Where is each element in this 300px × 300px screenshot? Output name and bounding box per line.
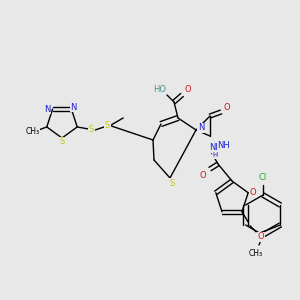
Text: Cl: Cl [259,173,267,182]
Text: S: S [88,125,94,134]
Text: S: S [59,137,64,146]
Text: S: S [169,178,175,188]
Text: O: O [185,85,191,94]
Text: HO: HO [154,85,166,94]
Text: NH: NH [208,143,221,152]
Text: NH: NH [218,140,230,149]
Text: CH₃: CH₃ [249,250,263,259]
Text: N: N [70,103,76,112]
Text: N: N [44,105,51,114]
Text: O: O [258,232,264,241]
Text: H: H [212,152,217,158]
Text: O: O [200,170,206,179]
Text: N: N [198,124,204,133]
Text: O: O [224,103,230,112]
Text: O: O [250,188,256,197]
Text: CH₃: CH₃ [26,128,40,136]
Text: S: S [105,122,110,130]
